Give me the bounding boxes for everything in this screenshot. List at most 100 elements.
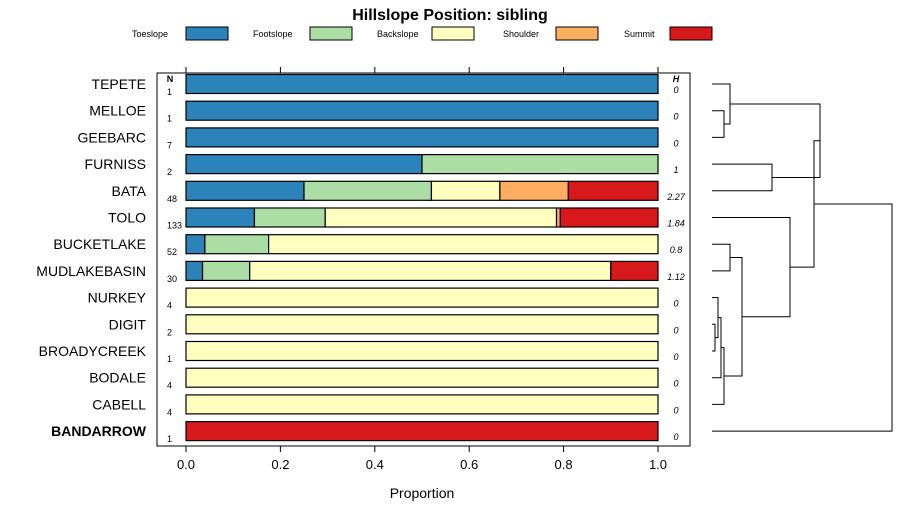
legend-label-backslope: Backslope xyxy=(377,29,419,39)
row-label-digit: DIGIT xyxy=(109,316,147,332)
x-axis: 0.0 0.2 0.4 0.6 0.8 1.0 xyxy=(177,67,667,472)
row-furniss: FURNISS 2 1 xyxy=(85,154,679,177)
row-bandarrow: BANDARROW 1 0 xyxy=(51,421,679,444)
row-n-mudlakebasin: 30 xyxy=(167,274,177,284)
row-label-bodale: BODALE xyxy=(89,370,146,386)
row-n-melloe: 1 xyxy=(167,114,172,124)
row-bucketlake: BUCKETLAKE 52 0.8 xyxy=(53,234,682,257)
row-h-bata: 2.27 xyxy=(666,192,686,202)
bar-melloe-toeslope xyxy=(185,100,659,121)
dendro-link-7 xyxy=(712,317,722,379)
row-n-furniss: 2 xyxy=(167,167,172,177)
x-axis-label: Proportion xyxy=(390,485,455,501)
bar-cabell-backslope xyxy=(185,394,659,415)
dendro-link-12 xyxy=(712,203,893,432)
row-label-cabell: CABELL xyxy=(92,396,146,412)
bar-broadycreek-backslope xyxy=(185,340,659,362)
row-n-bandarrow: 1 xyxy=(167,434,172,444)
row-h-geebarc: 0 xyxy=(673,138,678,148)
legend-label-shoulder: Shoulder xyxy=(503,29,539,39)
dendro-link-8 xyxy=(712,347,725,405)
bar-mudlakebasin-footslope xyxy=(201,260,251,281)
dendro-link-5 xyxy=(712,323,716,352)
legend: Toeslope Footslope Backslope Shoulder Summit xyxy=(132,26,713,41)
dendro-link-2 xyxy=(712,163,773,192)
row-label-bucketlake: BUCKETLAKE xyxy=(53,236,146,252)
row-cabell: CABELL 4 0 xyxy=(92,394,679,417)
legend-label-summit: Summit xyxy=(624,29,655,39)
bar-bata-summit xyxy=(567,180,659,201)
row-mudlakebasin: MUDLAKEBASIN 30 1.12 xyxy=(36,260,685,284)
bar-bucketlake-backslope xyxy=(268,234,659,255)
row-n-tolo: 133 xyxy=(167,221,182,231)
row-h-nurkey: 0 xyxy=(673,299,678,309)
bar-bucketlake-toeslope xyxy=(185,234,206,255)
bar-bata-backslope xyxy=(430,180,501,201)
bar-mudlakebasin-backslope xyxy=(249,260,612,281)
legend-swatch-summit xyxy=(669,26,713,41)
row-h-cabell: 0 xyxy=(673,405,678,415)
h-header: H xyxy=(673,74,680,84)
row-n-geebarc: 7 xyxy=(167,140,172,150)
row-label-tolo: TOLO xyxy=(108,210,146,226)
row-h-tolo: 1.84 xyxy=(667,219,685,229)
row-geebarc: GEEBARC 7 0 xyxy=(78,127,679,150)
row-label-bata: BATA xyxy=(112,183,147,199)
row-label-melloe: MELLOE xyxy=(89,103,146,119)
bar-furniss-toeslope xyxy=(185,154,423,175)
bar-rows: TEPETE 1 0 MELLOE 1 0 GEEBARC 7 0 FURNISS 2 1 BATA 48… xyxy=(36,73,686,444)
bar-tolo-footslope xyxy=(253,207,326,228)
bar-mudlakebasin-summit xyxy=(610,260,659,281)
dendrogram xyxy=(712,83,893,432)
row-label-mudlakebasin: MUDLAKEBASIN xyxy=(36,263,146,279)
row-label-broadycreek: BROADYCREEK xyxy=(39,343,147,359)
row-n-bata: 48 xyxy=(167,194,177,204)
legend-label-footslope: Footslope xyxy=(253,29,293,39)
row-label-bandarrow: BANDARROW xyxy=(51,423,147,439)
bar-bucketlake-footslope xyxy=(204,234,270,255)
row-n-nurkey: 4 xyxy=(167,301,172,311)
legend-swatch-shoulder xyxy=(555,26,599,41)
row-label-geebarc: GEEBARC xyxy=(78,129,146,145)
row-tepete: TEPETE 1 0 xyxy=(92,73,679,97)
dendro-link-3 xyxy=(730,103,821,178)
dendro-link-4 xyxy=(712,243,731,272)
dendro-link-0 xyxy=(712,110,725,138)
bar-bata-toeslope xyxy=(185,180,305,201)
dendro-link-10 xyxy=(712,217,791,318)
dendro-link-1 xyxy=(712,83,731,125)
row-h-mudlakebasin: 1.12 xyxy=(667,272,685,282)
legend-swatch-backslope xyxy=(431,26,475,41)
bar-furniss-footslope xyxy=(421,154,659,175)
x-tick-label-3: 0.6 xyxy=(460,457,478,472)
row-nurkey: NURKEY 4 0 xyxy=(88,287,679,311)
row-label-furniss: FURNISS xyxy=(85,156,146,172)
row-bata: BATA 48 2.27 xyxy=(112,180,686,204)
bar-tolo-backslope xyxy=(324,207,558,228)
bar-tolo-toeslope xyxy=(185,207,256,228)
row-n-broadycreek: 1 xyxy=(167,354,172,364)
row-tolo: TOLO 133 1.84 xyxy=(108,207,685,231)
bar-geebarc-toeslope xyxy=(185,127,659,148)
row-n-tepete: 1 xyxy=(167,87,172,97)
bar-bandarrow-summit xyxy=(185,421,659,442)
bar-bata-shoulder xyxy=(499,180,569,201)
n-header: N xyxy=(167,74,174,84)
bar-digit-backslope xyxy=(185,314,659,335)
bar-tepete-toeslope xyxy=(185,73,659,95)
row-label-tepete: TEPETE xyxy=(92,76,146,92)
plot-frame xyxy=(156,72,691,447)
x-tick-label-2: 0.4 xyxy=(366,457,384,472)
bar-bodale-backslope xyxy=(185,367,659,388)
row-h-melloe: 0 xyxy=(673,112,678,122)
row-melloe: MELLOE 1 0 xyxy=(89,100,679,124)
row-broadycreek: BROADYCREEK 1 0 xyxy=(39,340,679,364)
chart-title: Hillslope Position: sibling xyxy=(352,7,548,24)
legend-label-toeslope: Toeslope xyxy=(132,29,168,39)
row-h-bodale: 0 xyxy=(673,379,678,389)
row-digit: DIGIT 2 0 xyxy=(109,314,679,337)
x-tick-label-0: 0.0 xyxy=(177,457,195,472)
row-h-bandarrow: 0 xyxy=(673,432,678,442)
x-tick-label-5: 1.0 xyxy=(649,457,667,472)
